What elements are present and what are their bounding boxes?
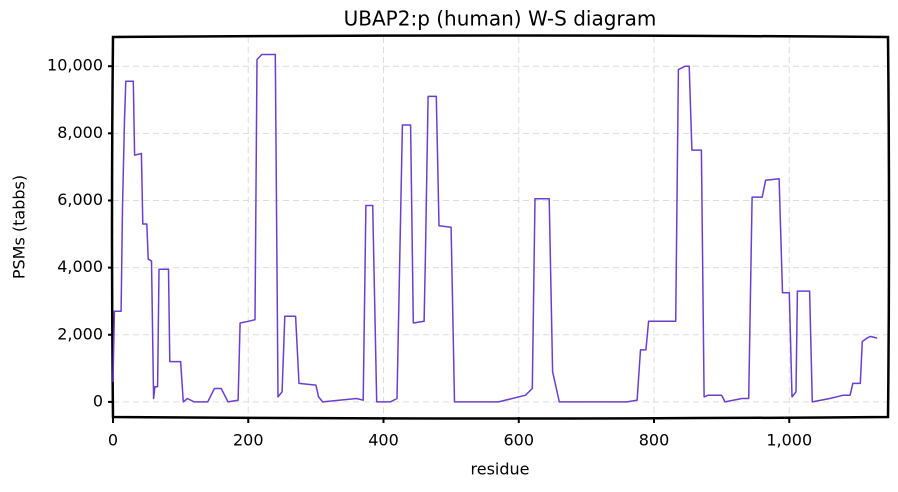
y-tick-label: 0 (93, 391, 103, 410)
x-tick-label: 800 (639, 431, 670, 450)
y-tick-label: 10,000 (47, 56, 103, 75)
y-tick-label: 4,000 (57, 257, 103, 276)
x-tick-label: 600 (503, 431, 534, 450)
plot-frame (110, 34, 891, 420)
x-tick-label: 200 (233, 431, 264, 450)
y-tick-label: 6,000 (57, 190, 103, 209)
y-axis-label: PSMs (tabbs) (10, 175, 29, 279)
x-axis-label: residue (471, 460, 530, 479)
x-tick-label: 0 (108, 431, 118, 450)
y-tick-label: 8,000 (57, 123, 103, 142)
y-tick-label: 2,000 (57, 324, 103, 343)
chart-title: UBAP2:p (human) W-S diagram (344, 7, 657, 31)
x-tick-label: 1,000 (766, 431, 812, 450)
x-tick-label: 400 (368, 431, 399, 450)
data-line (112, 53, 878, 403)
